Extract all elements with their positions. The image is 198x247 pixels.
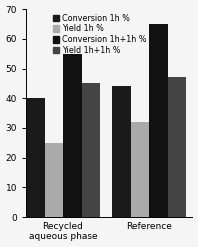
Bar	[112, 86, 131, 217]
Bar	[63, 54, 82, 217]
Bar	[26, 98, 45, 217]
Bar	[168, 78, 186, 217]
Bar	[45, 143, 63, 217]
Bar	[131, 122, 149, 217]
Legend: Conversion 1h %, Yield 1h %, Conversion 1h+1h %, Yield 1h+1h %: Conversion 1h %, Yield 1h %, Conversion …	[52, 13, 148, 56]
Bar	[149, 24, 168, 217]
Bar	[82, 83, 100, 217]
